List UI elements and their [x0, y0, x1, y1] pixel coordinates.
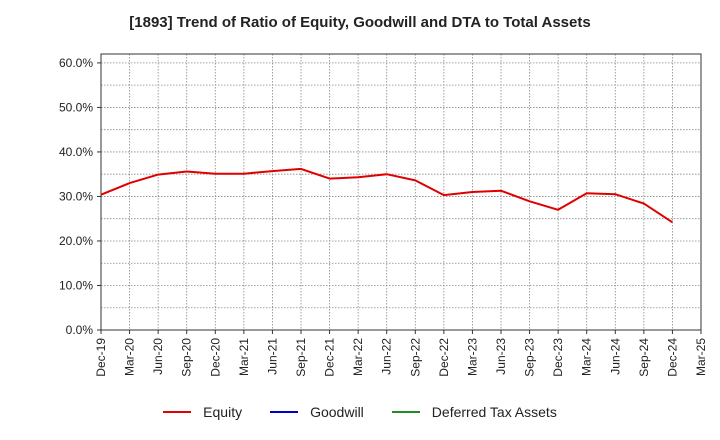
x-tick-label: Jun-24: [608, 338, 622, 375]
legend-swatch: [391, 411, 420, 413]
legend-label: Deferred Tax Assets: [431, 404, 557, 420]
legend-item-deferred-tax-assets: Deferred Tax Assets: [391, 404, 557, 420]
y-tick-label: 20.0%: [59, 234, 93, 248]
x-tick-label: Dec-21: [323, 338, 337, 377]
legend: Equity Goodwill Deferred Tax Assets: [0, 404, 720, 420]
x-tick-label: Mar-22: [351, 338, 365, 376]
legend-item-goodwill: Goodwill: [270, 404, 364, 420]
legend-item-equity: Equity: [163, 404, 242, 420]
x-tick-label: Sep-21: [294, 338, 308, 377]
y-tick-label: 30.0%: [59, 189, 93, 203]
legend-label: Goodwill: [310, 404, 364, 420]
y-tick-label: 10.0%: [59, 278, 93, 292]
x-tick-label: Jun-20: [151, 338, 165, 375]
x-tick-label: Dec-19: [94, 338, 108, 377]
x-tick-label: Jun-22: [380, 338, 394, 375]
y-tick-label: 0.0%: [66, 323, 94, 337]
x-tick-label: Mar-24: [580, 338, 594, 376]
y-tick-label: 60.0%: [59, 56, 93, 70]
plot-frame: [100, 53, 702, 331]
x-tick-label: Dec-22: [437, 338, 451, 377]
legend-label: Equity: [203, 404, 243, 420]
x-tick-label: Sep-23: [523, 338, 537, 377]
legend-swatch: [270, 411, 299, 413]
x-tick-label: Jun-21: [265, 338, 279, 375]
series: [100, 167, 673, 224]
legend-swatch: [163, 411, 192, 413]
x-tick-label: Mar-23: [465, 338, 479, 376]
x-tick-label: Mar-20: [123, 338, 137, 376]
chart-title: [1893] Trend of Ratio of Equity, Goodwil…: [129, 14, 591, 31]
x-tick-label: Dec-24: [665, 338, 679, 377]
x-tick-label: Sep-22: [408, 338, 422, 377]
x-tick-label: Mar-25: [694, 338, 708, 376]
y-tick-label: 50.0%: [59, 100, 93, 114]
x-tick-label: Dec-23: [551, 338, 565, 377]
grid: [100, 54, 702, 331]
x-tick-label: Jun-23: [494, 338, 508, 375]
y-tick-label: 40.0%: [59, 145, 93, 159]
x-tick-label: Sep-24: [637, 338, 651, 377]
x-tick-label: Mar-21: [237, 338, 251, 376]
x-tick-label: Sep-20: [180, 338, 194, 377]
axes: 0.0% 10.0% 20.0% 30.0% 40.0% 50.0% 60.0% Dec-19…: [59, 53, 708, 377]
series-line-equity: [100, 167, 673, 224]
x-tick-label: Dec-20: [208, 338, 222, 377]
